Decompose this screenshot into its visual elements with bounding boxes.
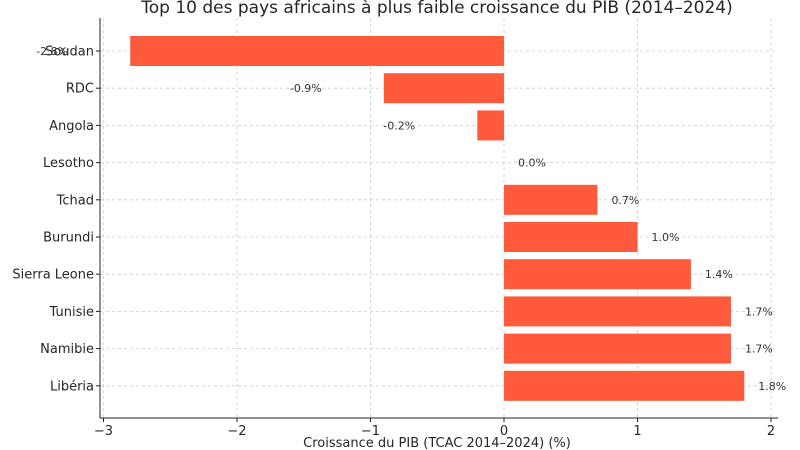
x-tick-label: 2 [767,424,775,439]
bar-tchad [504,184,598,215]
x-tick-label: −2 [227,424,246,439]
category-label: Sierra Leone [12,268,94,283]
bar-angola [477,110,504,141]
data-label: 0.0% [518,157,546,170]
labels: −3 −2 −1 0 1 2 Soudan RDC Angola Lesotho Tchad Buru… [12,45,786,440]
category-label: Libéria [50,379,94,394]
category-label: Lesotho [43,156,94,171]
category-label: RDC [66,82,94,97]
data-label: 1.0% [652,231,680,244]
category-label: Angola [49,119,94,134]
category-label: Burundi [43,231,94,246]
category-label: Namibie [40,342,94,357]
data-label: 0.7% [611,194,639,207]
chart-title: Top 10 des pays africains à plus faible … [140,0,732,18]
data-label: 1.7% [745,343,773,356]
category-label: Tunisie [49,305,94,320]
x-tick-label: −3 [94,424,113,439]
category-label: Tchad [56,193,94,208]
data-label: -0.9% [290,82,322,95]
bar-tunisie [504,296,731,327]
data-label: 1.8% [758,380,786,393]
x-tick-label: 1 [633,424,641,439]
data-label: -0.2% [383,119,415,132]
x-tick-label: 0 [500,424,508,439]
category-label: Soudan [45,45,94,60]
data-label: 1.4% [705,268,733,281]
bars [130,36,745,401]
data-label: -2.8% [36,45,68,58]
bar-namibie [504,333,731,364]
data-label: 1.7% [745,305,773,318]
x-tick-label: −1 [361,424,380,439]
bar-libéria [504,370,745,401]
bar-burundi [504,222,638,252]
bar-soudan [130,36,504,66]
x-axis-label: Croissance du PIB (TCAC 2014–2024) (%) [303,436,571,450]
bar-rdc [383,73,504,104]
axes [96,18,778,422]
bar-sierra-leone [504,259,691,290]
